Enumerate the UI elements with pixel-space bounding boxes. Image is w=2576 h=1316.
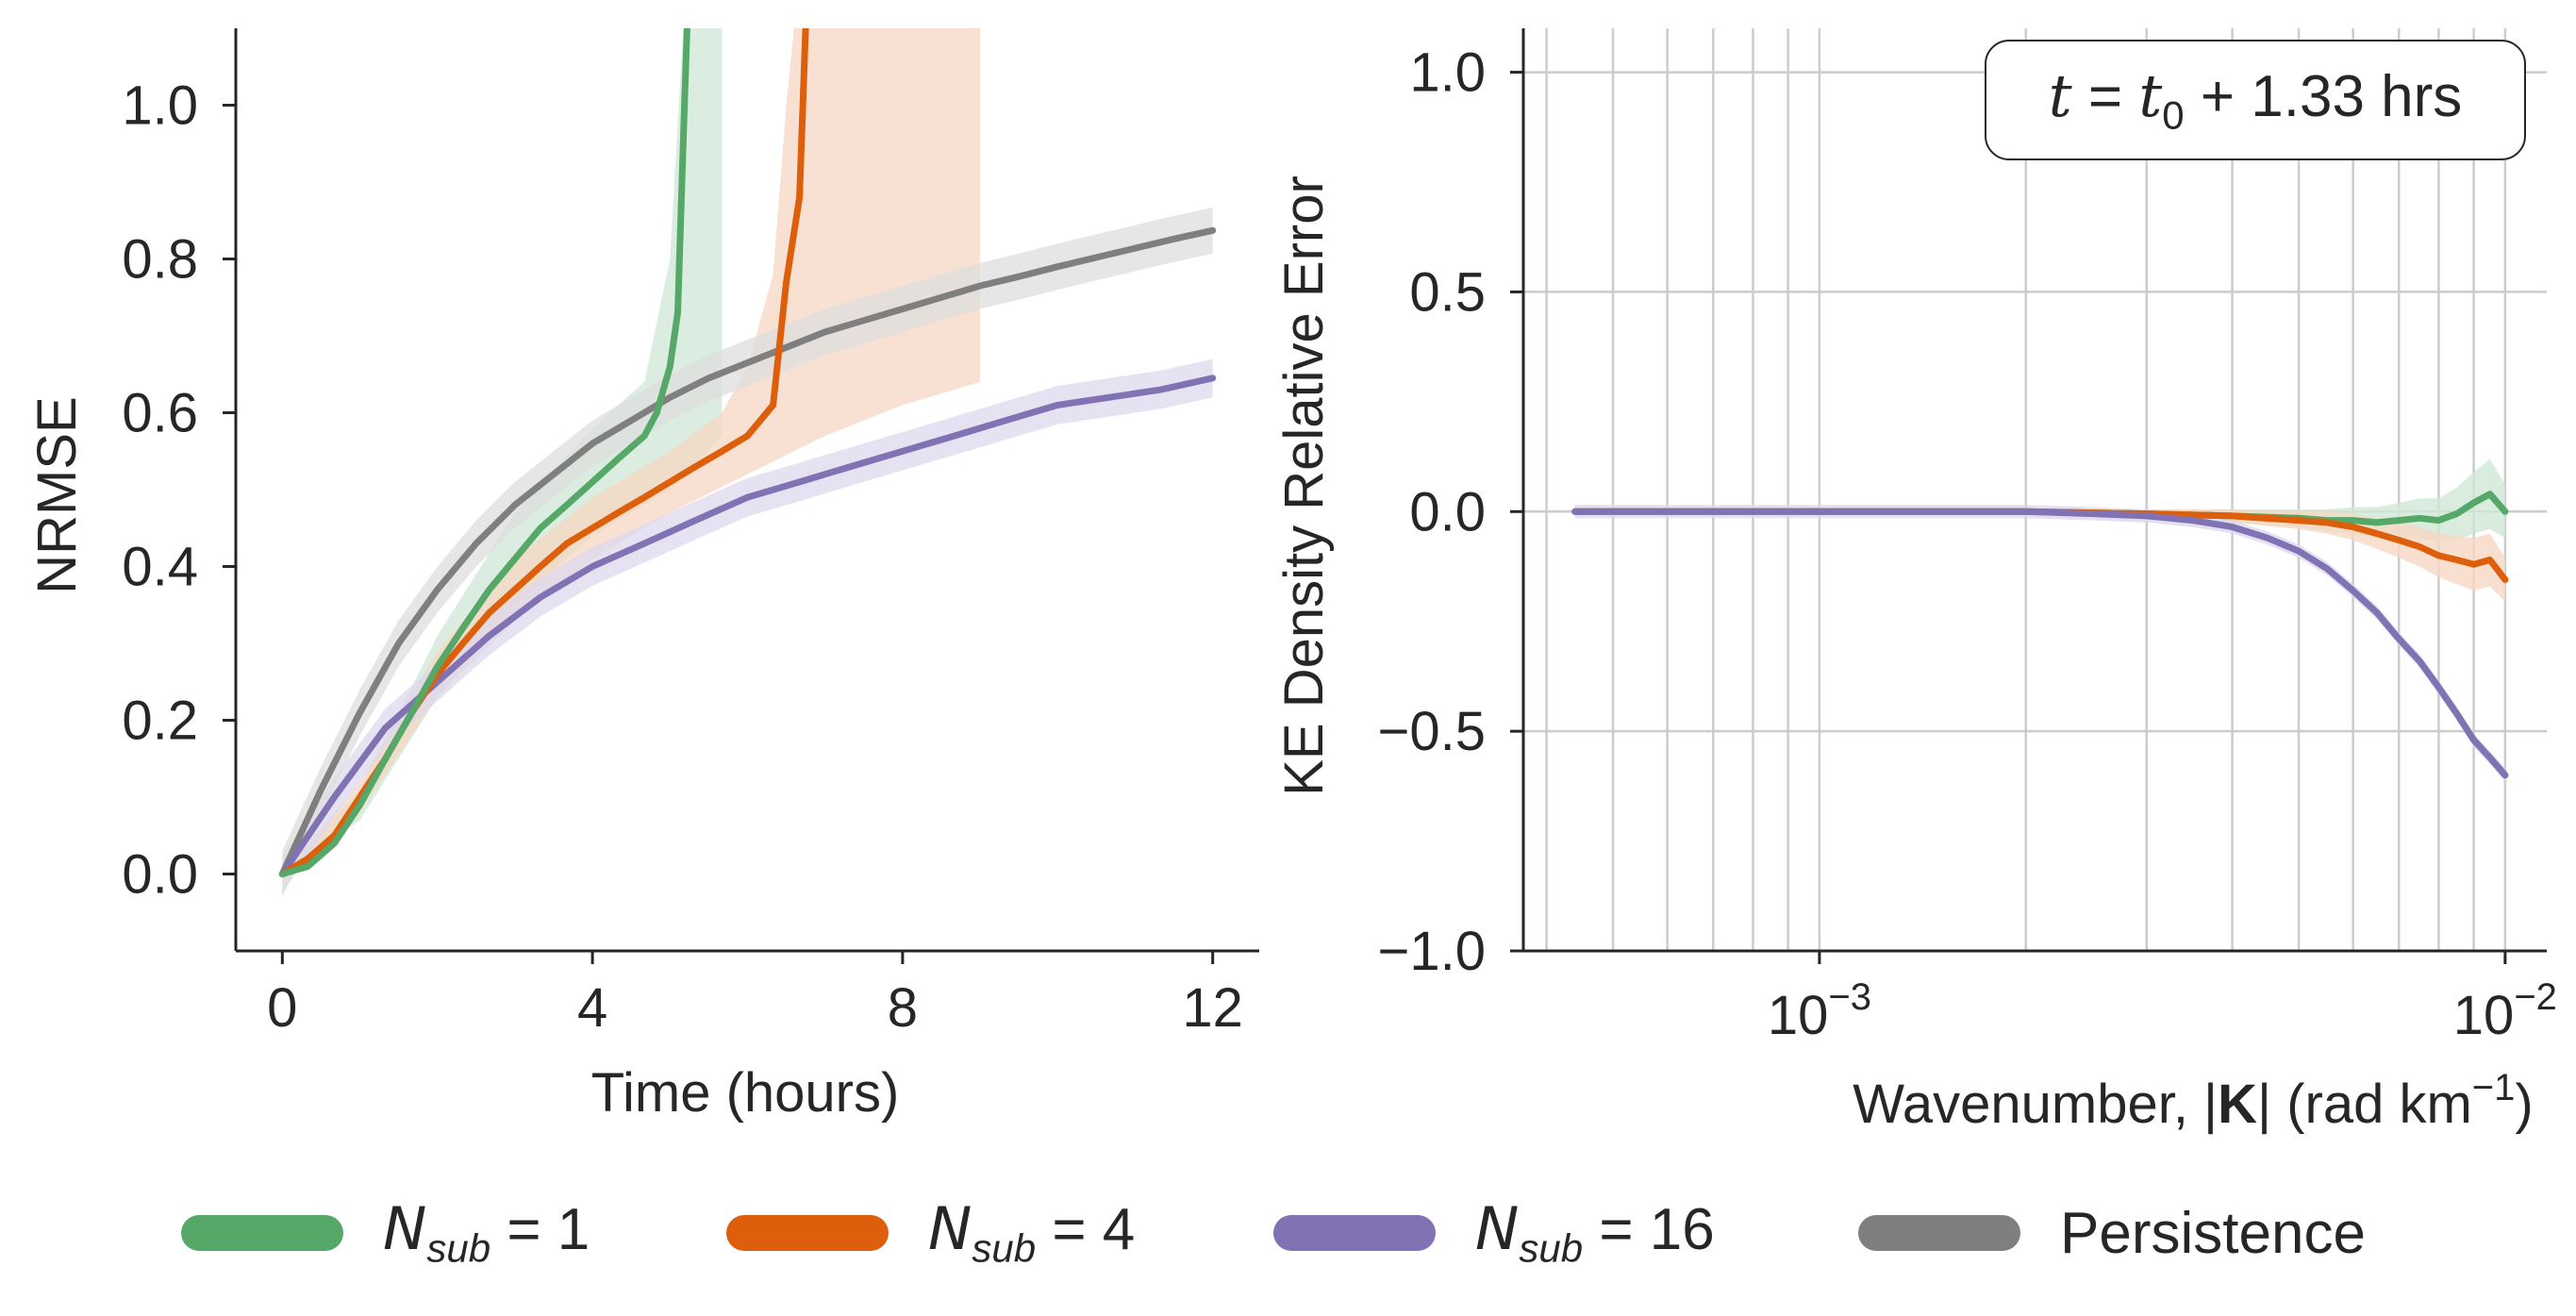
left-y-tick-label: 0.2: [122, 691, 198, 752]
line-n1: [278, 28, 690, 877]
ke-error-chart: 1.0 0.5 0.0 −0.5 −1.0 10−3 10−2 Wavenumber, |K…: [1273, 28, 2557, 1135]
left-x-tick-label: 0: [267, 977, 297, 1039]
band-n16: [282, 358, 1213, 893]
left-x-tick-label: 4: [577, 977, 607, 1039]
legend-swatch-persistence: [1858, 1215, 2020, 1251]
band-persistence: [282, 207, 1213, 897]
left-y-tick-label: 1.0: [122, 75, 198, 137]
right-y-tick-label: −1.0: [1378, 921, 1487, 982]
right-y-tick-label: 0.5: [1409, 261, 1486, 323]
left-y-axis-label: NRMSE: [26, 396, 88, 593]
line-n16: [1571, 508, 2509, 779]
right-x-tick-label: 10−3: [1768, 976, 1871, 1046]
legend-label-n4: Nsub = 4: [928, 1194, 1136, 1271]
legend-swatch-n16: [1273, 1215, 1436, 1251]
time-annotation: t = t0 + 1.33 hrs: [1985, 40, 2526, 160]
right-x-tick-label: 10−2: [2453, 976, 2557, 1046]
left-x-tick-label: 8: [888, 977, 918, 1039]
right-y-tick-label: −0.5: [1378, 701, 1487, 762]
left-y-tick-label: 0.4: [122, 537, 198, 598]
legend-item-n4: Nsub = 4: [726, 1191, 1135, 1275]
legend-label-n16: Nsub = 16: [1475, 1194, 1715, 1271]
right-y-axis-label: KE Density Relative Error: [1273, 175, 1335, 796]
legend-label-persistence: Persistence: [2060, 1200, 2366, 1266]
legend-swatch-n4: [726, 1215, 889, 1251]
legend-item-n16: Nsub = 16: [1273, 1191, 1715, 1275]
legend-label-n1: Nsub = 1: [383, 1194, 590, 1271]
right-x-axis-label: Wavenumber, |K| (rad km−1): [1853, 1067, 2533, 1135]
nrmse-chart: 0 4 8 12 0.0 0.2 0.4 0.6 0.8 1.0 Time (hours) NRM…: [26, 28, 1259, 1124]
legend-item-persistence: Persistence: [1858, 1191, 2366, 1275]
band-n16: [1574, 505, 2505, 782]
band-n1: [282, 28, 723, 875]
right-y-tick-label: 0.0: [1409, 481, 1486, 542]
left-y-tick-label: 0.8: [122, 229, 198, 291]
left-y-tick-label: 0.0: [122, 844, 198, 906]
left-x-axis-label: Time (hours): [591, 1062, 900, 1124]
line-persistence: [278, 226, 1217, 877]
left-x-tick-label: 12: [1182, 977, 1243, 1039]
right-y-tick-label: 1.0: [1409, 42, 1486, 104]
line-n16: [278, 375, 1217, 877]
legend-item-n1: Nsub = 1: [181, 1191, 590, 1275]
left-y-tick-label: 0.6: [122, 383, 198, 444]
legend-swatch-n1: [181, 1215, 343, 1251]
legend: Nsub = 1 Nsub = 4 Nsub = 16 Persistence: [0, 1191, 2576, 1275]
